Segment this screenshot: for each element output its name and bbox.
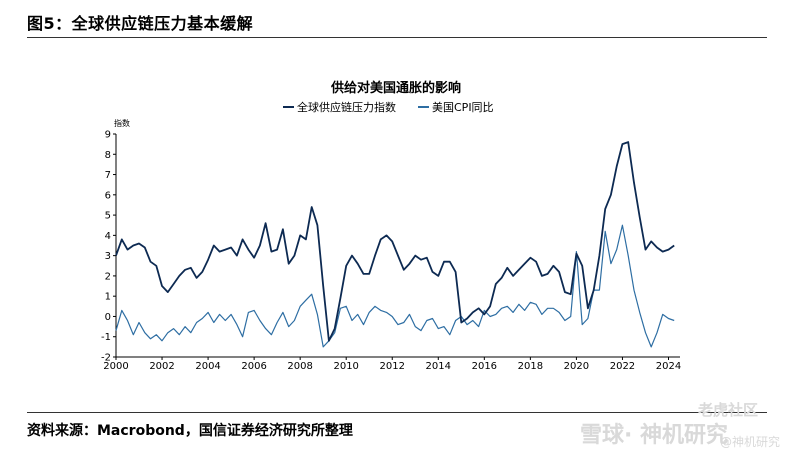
y-tick-label: 0 [105,312,111,323]
watermark-logo: 雪球· 神机研究 [580,423,729,448]
figure-title: 图5：全球供应链压力基本缓解 [27,14,254,33]
y-axis-label: 指数 [114,118,130,128]
bottom-divider [27,412,767,413]
y-tick-label: 8 [105,150,111,161]
chart-series [115,141,675,348]
x-tick-label: 2018 [518,361,543,372]
y-tick-label: -2 [101,353,111,364]
y-tick-label: 6 [105,190,111,201]
y-tick-label: 1 [105,292,111,303]
x-tick-label: 2020 [564,361,589,372]
x-tick-label: 2002 [149,361,174,372]
x-tick-label: 2014 [426,361,451,372]
x-tick-label: 2012 [380,361,405,372]
y-tick-label: 7 [105,170,111,181]
chart-axes: -2 -1 0 1 2 3 4 5 6 7 8 9 2000 2002 2004 2006 2008 2010 20… [101,130,681,373]
x-tick-label: 2008 [287,361,312,372]
top-divider [27,37,767,38]
watermark: 老虎社区 雪球· 神机研究 @神机研究 [580,397,790,457]
y-tick-label: -1 [101,332,111,343]
x-tick-label: 2006 [241,361,266,372]
y-tick-label: 4 [105,231,111,242]
series-line-0 [115,141,675,342]
x-tick-label: 2004 [195,361,220,372]
y-tick-label: 9 [105,130,111,141]
watermark-brand: 老虎社区 [698,401,759,419]
series-line-1 [115,224,675,348]
source-note: 资料来源：Macrobond，国信证券经济研究所整理 [27,423,353,439]
x-tick-label: 2016 [472,361,497,372]
y-tick-label: 2 [105,271,111,282]
x-tick-label: 2000 [103,361,128,372]
x-tick-label: 2024 [656,361,681,372]
y-tick-label: 3 [105,251,111,262]
chart-title: 供给对美国通胀的影响 [330,80,461,96]
watermark-handle: @神机研究 [720,435,781,449]
x-tick-label: 2022 [610,361,635,372]
x-tick-label: 2010 [333,361,358,372]
legend-label-gscpi: 全球供应链压力指数 [297,100,396,114]
legend-label-cpi: 美国CPI同比 [432,101,494,114]
y-tick-label: 5 [105,211,111,222]
chart-legend: 全球供应链压力指数 美国CPI同比 [283,100,494,114]
